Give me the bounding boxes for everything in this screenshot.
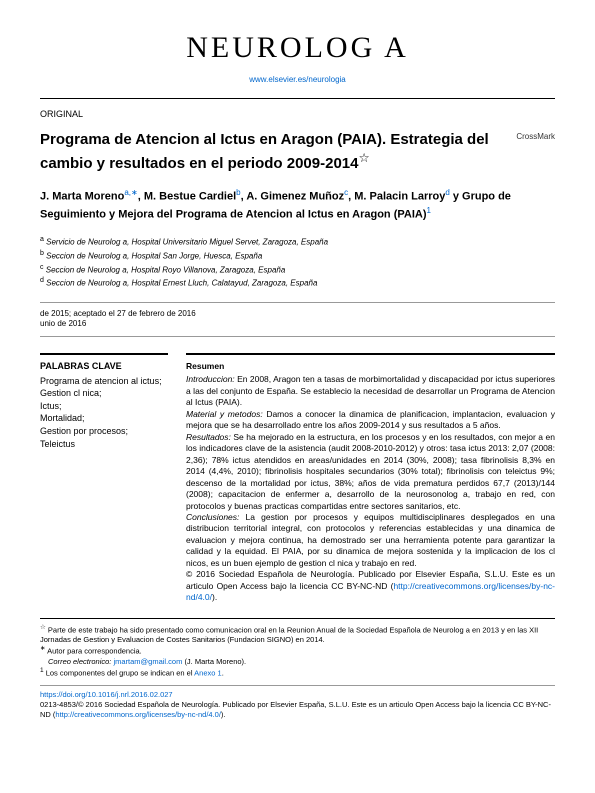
keywords-box: PALABRAS CLAVE Programa de atencion al i…	[40, 353, 168, 604]
affil-d: Seccion de Neurolog a, Hospital Ernest L…	[46, 279, 317, 288]
keywords-list: Programa de atencion al ictus; Gestion c…	[40, 375, 168, 451]
author-4: M. Palacin Larroy	[354, 191, 445, 203]
intro-text: En 2008, Aragon ten a tasas de morbimort…	[186, 374, 555, 407]
conclusions-text: La gestion por procesos y equipos multid…	[186, 512, 555, 568]
bottom-close: ).	[221, 710, 226, 719]
doi-link[interactable]: https://doi.org/10.1016/j.nrl.2016.02.02…	[40, 690, 173, 699]
author-group-sup: 1	[427, 206, 431, 215]
author-4-sup: d	[445, 188, 449, 197]
keywords-heading: PALABRAS CLAVE	[40, 361, 168, 373]
crossmark-badge[interactable]: CrossMark	[516, 132, 555, 142]
email-after: (J. Marta Moreno).	[184, 657, 246, 666]
affil-a: Servicio de Neurolog a, Hospital Univers…	[46, 238, 328, 247]
author-3: A. Gimenez Muñoz	[246, 191, 344, 203]
conclusions-label: Conclusiones:	[186, 512, 239, 522]
journal-link[interactable]: www.elsevier.es/neurologia	[249, 75, 346, 85]
email-link[interactable]: jmartam@gmail.com	[113, 657, 182, 666]
author-1-sup: a,∗	[124, 188, 137, 197]
author-1: J. Marta Moreno	[40, 191, 124, 203]
journal-header: NEUROLOG A www.elsevier.es/neurologia	[40, 28, 555, 86]
received-date: de 2015; aceptado el 27 de febrero de 20…	[40, 309, 555, 319]
anexo-link[interactable]: Anexo 1	[194, 669, 222, 678]
footnote-star: Parte de este trabajo ha sido presentado…	[40, 625, 538, 644]
author-2: M. Bestue Cardiel	[144, 191, 236, 203]
abstract: Resumen Introduccion: En 2008, Aragon te…	[186, 353, 555, 604]
results-text: Se ha mejorado en la estructura, en los …	[186, 432, 555, 511]
author-2-sup: b	[236, 188, 240, 197]
author-3-sup: c	[344, 188, 348, 197]
dates-box: de 2015; aceptado el 27 de febrero de 20…	[40, 302, 555, 337]
intro-label: Introduccion:	[186, 374, 235, 384]
bottom-license-link[interactable]: http://creativecommons.org/licenses/by-n…	[55, 710, 221, 719]
results-label: Resultados:	[186, 432, 231, 442]
affiliations: a Servicio de Neurolog a, Hospital Unive…	[40, 235, 555, 290]
online-date: unio de 2016	[40, 319, 555, 329]
abstract-heading: Resumen	[186, 361, 555, 372]
footnote-corresp: Autor para correspondencia.	[47, 647, 142, 656]
title-star: ☆	[358, 151, 369, 165]
article-title: Programa de Atencion al Ictus en Aragon …	[40, 130, 516, 173]
affil-c: Seccion de Neurolog a, Hospital Royo Vil…	[46, 265, 286, 274]
copyright-close: ).	[212, 592, 217, 602]
footnotes: ☆ Parte de este trabajo ha sido presenta…	[40, 618, 555, 721]
footnote-group-after: .	[222, 669, 224, 678]
methods-label: Material y metodos:	[186, 409, 263, 419]
section-label: ORIGINAL	[40, 109, 555, 121]
email-label: Correo electronico:	[48, 657, 111, 666]
authors-line: J. Marta Morenoa,∗, M. Bestue Cardielb, …	[40, 187, 555, 223]
title-text: Programa de Atencion al Ictus en Aragon …	[40, 131, 489, 172]
affil-b: Seccion de Neurolog a, Hospital San Jorg…	[46, 252, 262, 261]
journal-name: NEUROLOG A	[40, 28, 555, 67]
divider	[40, 98, 555, 99]
footnote-group: Los componentes del grupo se indican en …	[46, 669, 194, 678]
bottom-copyright: https://doi.org/10.1016/j.nrl.2016.02.02…	[40, 685, 555, 720]
